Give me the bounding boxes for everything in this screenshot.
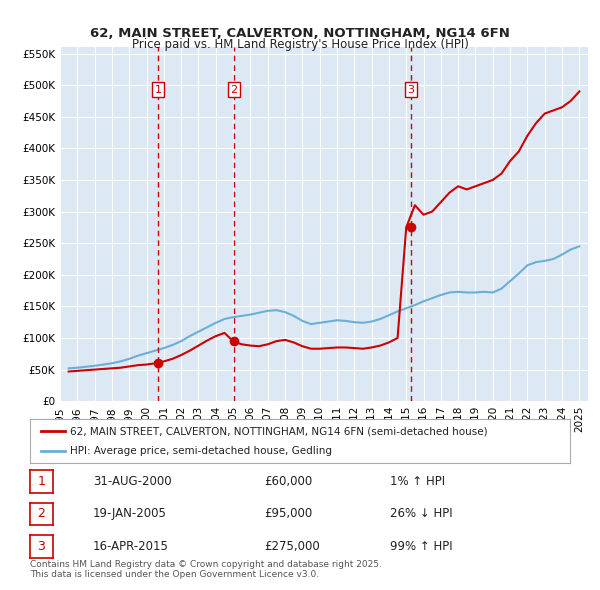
Text: 2: 2 bbox=[37, 507, 46, 520]
Text: 1: 1 bbox=[37, 475, 46, 488]
Text: 62, MAIN STREET, CALVERTON, NOTTINGHAM, NG14 6FN: 62, MAIN STREET, CALVERTON, NOTTINGHAM, … bbox=[90, 27, 510, 40]
Text: 19-JAN-2005: 19-JAN-2005 bbox=[93, 507, 167, 520]
Text: 16-APR-2015: 16-APR-2015 bbox=[93, 540, 169, 553]
Text: 1: 1 bbox=[155, 85, 161, 94]
Text: Price paid vs. HM Land Registry's House Price Index (HPI): Price paid vs. HM Land Registry's House … bbox=[131, 38, 469, 51]
Text: 3: 3 bbox=[407, 85, 415, 94]
Text: 2: 2 bbox=[230, 85, 238, 94]
Text: 62, MAIN STREET, CALVERTON, NOTTINGHAM, NG14 6FN (semi-detached house): 62, MAIN STREET, CALVERTON, NOTTINGHAM, … bbox=[71, 427, 488, 436]
Text: HPI: Average price, semi-detached house, Gedling: HPI: Average price, semi-detached house,… bbox=[71, 446, 332, 455]
Text: Contains HM Land Registry data © Crown copyright and database right 2025.
This d: Contains HM Land Registry data © Crown c… bbox=[30, 560, 382, 579]
Text: £95,000: £95,000 bbox=[264, 507, 312, 520]
Text: 99% ↑ HPI: 99% ↑ HPI bbox=[390, 540, 452, 553]
Text: £275,000: £275,000 bbox=[264, 540, 320, 553]
Text: 1% ↑ HPI: 1% ↑ HPI bbox=[390, 475, 445, 488]
Text: £60,000: £60,000 bbox=[264, 475, 312, 488]
Text: 31-AUG-2000: 31-AUG-2000 bbox=[93, 475, 172, 488]
Text: 3: 3 bbox=[37, 540, 46, 553]
Text: 26% ↓ HPI: 26% ↓ HPI bbox=[390, 507, 452, 520]
